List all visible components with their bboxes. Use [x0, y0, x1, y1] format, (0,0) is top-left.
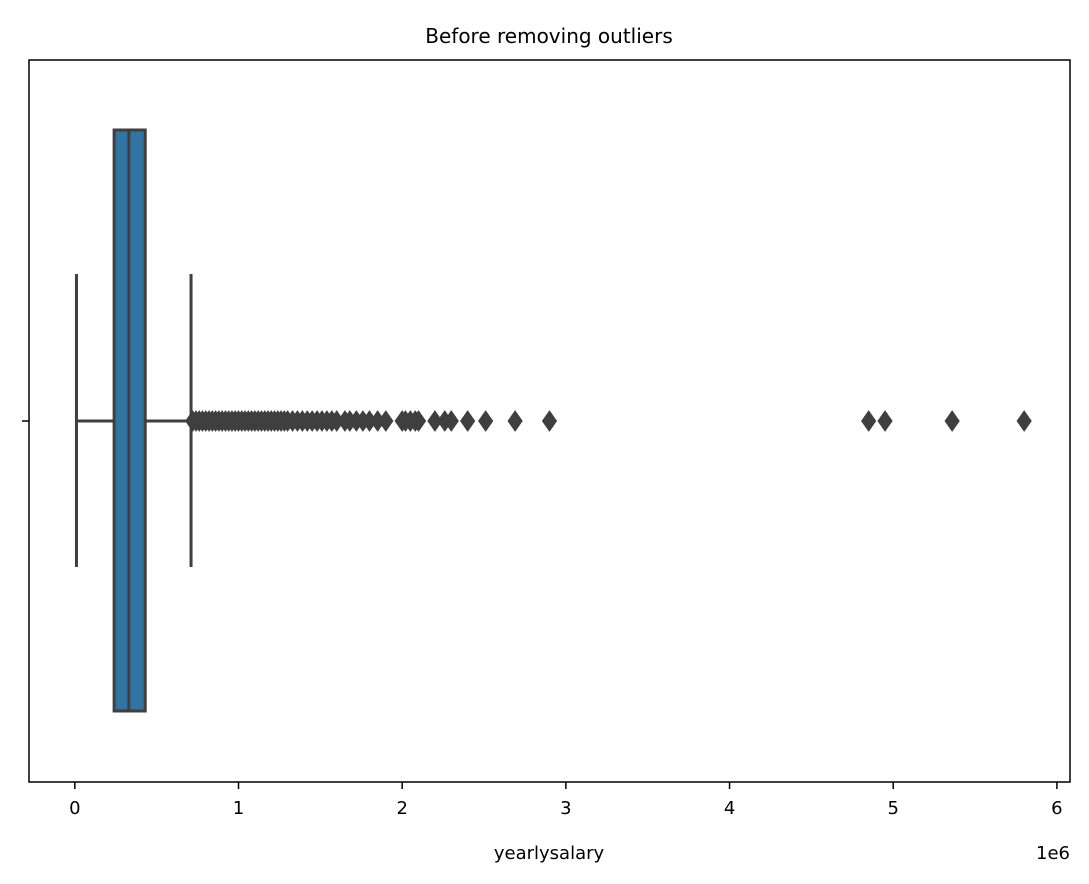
outlier-point [478, 410, 494, 432]
outlier-point [378, 410, 394, 432]
x-axis-ticks: 0 1 2 3 4 5 6 [69, 782, 1063, 819]
outlier-point [443, 410, 459, 432]
x-tick-label: 0 [69, 798, 80, 819]
outlier-point [541, 410, 558, 432]
outlier-point [877, 410, 893, 432]
outlier-point [1016, 410, 1032, 432]
x-tick-label: 1 [233, 798, 244, 819]
x-tick-label: 5 [887, 798, 898, 819]
x-tick-label: 2 [396, 798, 407, 819]
chart-title: Before removing outliers [425, 24, 673, 48]
box-group [74, 128, 193, 713]
x-axis-label: yearlysalary [494, 843, 605, 864]
outlier-point [460, 410, 476, 432]
outlier-point [507, 410, 523, 432]
outlier-point [944, 410, 960, 432]
x-tick-label: 4 [724, 798, 735, 819]
x-tick-label: 3 [560, 798, 571, 819]
x-tick-label: 6 [1051, 798, 1062, 819]
plot-area [28, 59, 1071, 783]
x-axis-offset-label: 1e6 [1036, 843, 1070, 864]
outlier-group [185, 410, 1032, 432]
outlier-point [861, 410, 877, 432]
outlier-point [410, 410, 427, 432]
